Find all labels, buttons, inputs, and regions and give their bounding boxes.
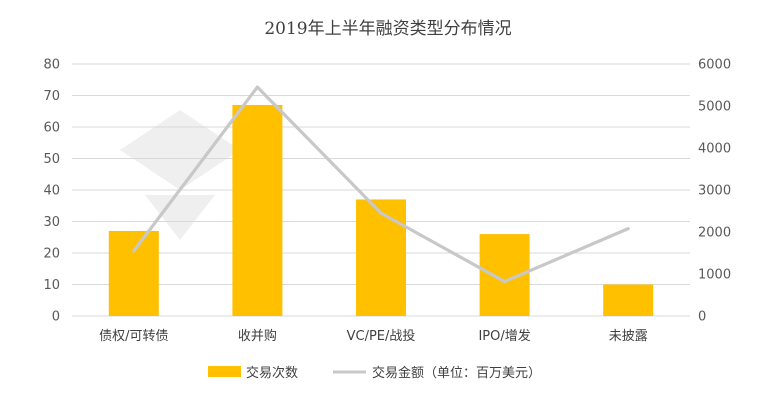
bar-0 xyxy=(108,230,159,316)
left-tick-label-7: 70 xyxy=(43,89,60,104)
left-tick-label-0: 0 xyxy=(52,310,60,325)
legend-label-line: 交易金额（单位：百万美元） xyxy=(372,365,541,381)
chart-title: 2019年上半年融资类型分布情况 xyxy=(264,19,511,39)
bar-4 xyxy=(603,284,654,316)
left-tick-label-8: 80 xyxy=(43,58,60,73)
left-tick-label-4: 40 xyxy=(43,184,60,199)
category-label-2: VC/PE/战投 xyxy=(347,328,416,344)
right-axis-ticks: 0 1000 2000 3000 4000 5000 6000 xyxy=(698,58,731,325)
legend-label-bar: 交易次数 xyxy=(246,365,298,381)
right-tick-label-3: 3000 xyxy=(698,184,731,199)
left-tick-label-1: 10 xyxy=(43,278,60,293)
category-labels: 债权/可转债 收并购 VC/PE/战投 IPO/增发 未披露 xyxy=(99,328,648,344)
right-tick-label-2: 2000 xyxy=(698,226,731,241)
right-tick-label-1: 1000 xyxy=(698,268,731,283)
line-series xyxy=(132,85,630,284)
bar-2 xyxy=(356,199,406,316)
left-tick-label-3: 30 xyxy=(43,215,60,230)
category-label-1: 收并购 xyxy=(238,328,277,344)
left-axis-ticks: 0 10 20 30 40 50 60 70 80 xyxy=(43,58,60,325)
legend-swatch-bar xyxy=(208,366,241,377)
watermark-logo xyxy=(120,110,240,240)
category-label-3: IPO/增发 xyxy=(478,328,530,344)
bar-series xyxy=(108,104,654,316)
left-tick-label-5: 50 xyxy=(43,152,60,167)
right-tick-label-6: 6000 xyxy=(698,58,731,73)
right-tick-label-4: 4000 xyxy=(698,142,731,157)
left-tick-label-6: 60 xyxy=(43,121,60,136)
legend: 交易次数 交易金额（单位：百万美元） xyxy=(208,365,541,381)
bar-1 xyxy=(232,104,283,316)
category-label-4: 未披露 xyxy=(609,329,648,344)
grid-lines xyxy=(72,63,690,317)
right-tick-label-5: 5000 xyxy=(698,100,731,115)
left-tick-label-2: 20 xyxy=(43,247,60,262)
right-tick-label-0: 0 xyxy=(698,310,706,325)
category-label-0: 债权/可转债 xyxy=(99,328,168,344)
